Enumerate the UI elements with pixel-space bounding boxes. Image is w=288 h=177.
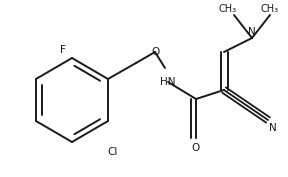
Text: HN: HN	[160, 77, 176, 87]
Text: O: O	[151, 47, 159, 57]
Text: Cl: Cl	[108, 147, 118, 157]
Text: N: N	[248, 27, 256, 37]
Text: CH₃: CH₃	[219, 4, 237, 14]
Text: F: F	[60, 45, 66, 55]
Text: O: O	[192, 143, 200, 153]
Text: N: N	[269, 123, 277, 133]
Text: CH₃: CH₃	[261, 4, 279, 14]
